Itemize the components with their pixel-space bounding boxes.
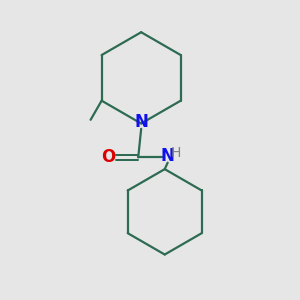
- Text: N: N: [134, 113, 148, 131]
- Text: H: H: [171, 146, 181, 160]
- Text: O: O: [101, 148, 115, 166]
- Text: N: N: [161, 147, 175, 165]
